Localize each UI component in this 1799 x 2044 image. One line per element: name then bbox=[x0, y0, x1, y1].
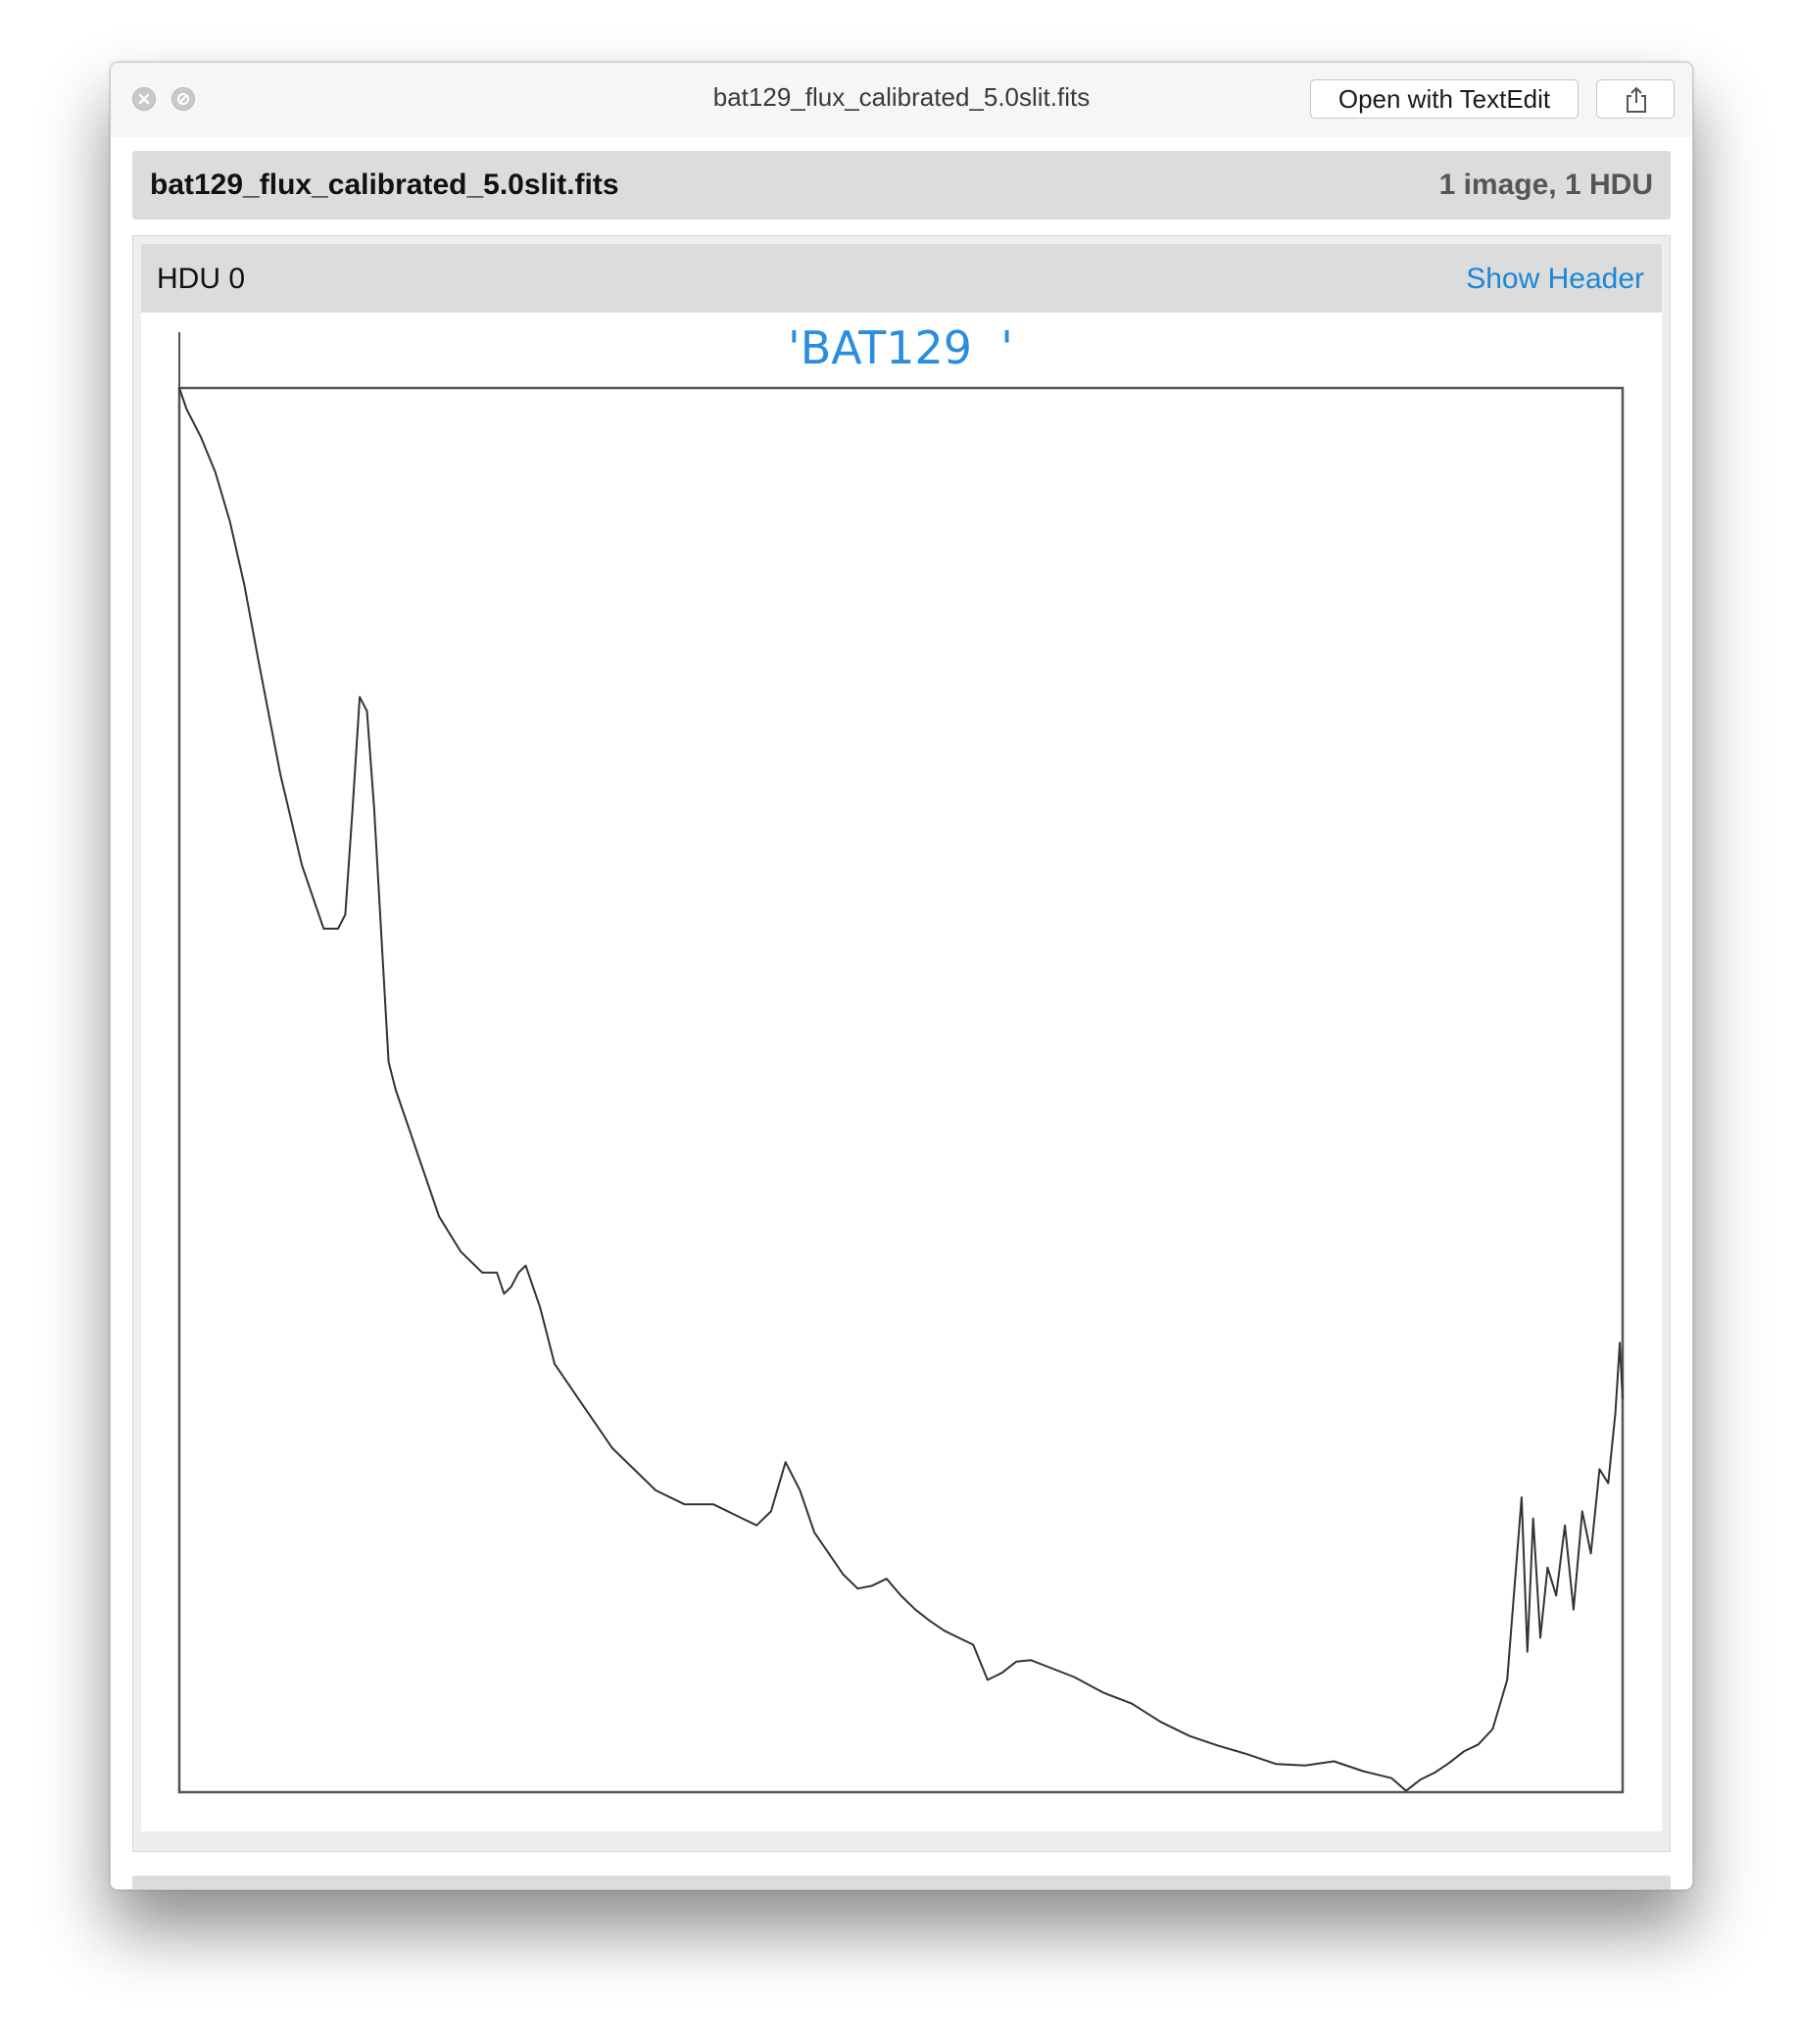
hdu-panel: HDU 0 Show Header 'BAT129 ' bbox=[132, 235, 1671, 1852]
open-with-textedit-button[interactable]: Open with TextEdit bbox=[1310, 79, 1579, 119]
close-icon bbox=[138, 93, 150, 105]
quicklook-window: bat129_flux_calibrated_5.0slit.fits Open… bbox=[110, 62, 1693, 1890]
window-title: bat129_flux_calibrated_5.0slit.fits bbox=[712, 82, 1091, 112]
file-name: bat129_flux_calibrated_5.0slit.fits bbox=[150, 169, 619, 201]
preview-content: bat129_flux_calibrated_5.0slit.fits 1 im… bbox=[111, 137, 1692, 1889]
spectrum-series-line bbox=[178, 387, 1624, 1792]
hdu-header: HDU 0 Show Header bbox=[141, 244, 1662, 313]
spectrum-plot: 'BAT129 ' bbox=[141, 313, 1662, 1831]
share-icon bbox=[1627, 86, 1646, 113]
share-button[interactable] bbox=[1596, 79, 1675, 119]
plot-frame bbox=[177, 386, 1625, 1794]
minimize-button[interactable] bbox=[171, 87, 195, 111]
spectrum-chart: 'BAT129 ' bbox=[177, 321, 1625, 1794]
chart-title: 'BAT129 ' bbox=[788, 321, 1013, 374]
file-summary: 1 image, 1 HDU bbox=[1438, 169, 1653, 201]
file-header: bat129_flux_calibrated_5.0slit.fits 1 im… bbox=[132, 151, 1671, 219]
hdu-label: HDU 0 bbox=[157, 263, 246, 295]
minimize-icon bbox=[177, 93, 189, 105]
close-button[interactable] bbox=[132, 87, 156, 111]
title-bar: bat129_flux_calibrated_5.0slit.fits Open… bbox=[111, 63, 1692, 137]
show-header-link[interactable]: Show Header bbox=[1466, 263, 1644, 295]
next-hdu-strip bbox=[132, 1875, 1671, 1889]
